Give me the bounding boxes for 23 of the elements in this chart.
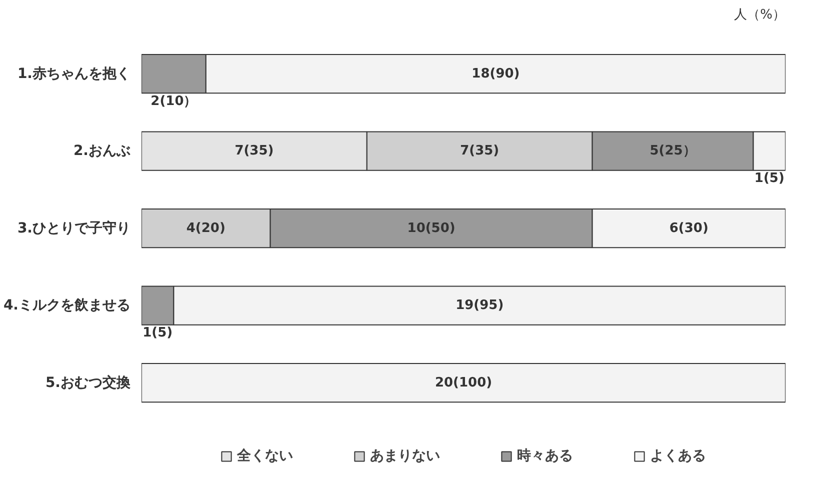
y-tick-label: 5.おむつ交換 (45, 374, 132, 391)
data-label: 5(25） (650, 144, 696, 159)
legend-label: 全くない (237, 447, 293, 465)
text: 人（%） (734, 8, 786, 22)
legend-label: あまりない (370, 447, 440, 465)
data-label: 7(35) (234, 144, 274, 159)
data-label: 18(90) (472, 66, 520, 82)
data-label: 19(95) (456, 298, 504, 314)
y-tick-label: 4.ミルクを飲ませる (3, 298, 131, 314)
data-label: 2(10） (150, 94, 197, 109)
data-label: 20(100) (434, 375, 492, 390)
bar (142, 363, 786, 403)
y-tick-label: 3.ひとりで子守り (17, 219, 131, 236)
data-label: 6(30) (669, 220, 708, 236)
legend-label: よくある (650, 447, 706, 465)
data-label: 1(5) (142, 326, 173, 341)
data-label: 1(5) (754, 171, 784, 186)
data-label: 7(35) (460, 144, 500, 159)
legend-label: 時々ある (517, 447, 573, 465)
data-label: 4(20) (186, 220, 226, 236)
y-tick-label: 2.おんぶ (73, 143, 131, 160)
y-tick-label: 1.赤ちゃんを抱く (17, 66, 131, 82)
data-label: 10(50) (407, 220, 456, 236)
